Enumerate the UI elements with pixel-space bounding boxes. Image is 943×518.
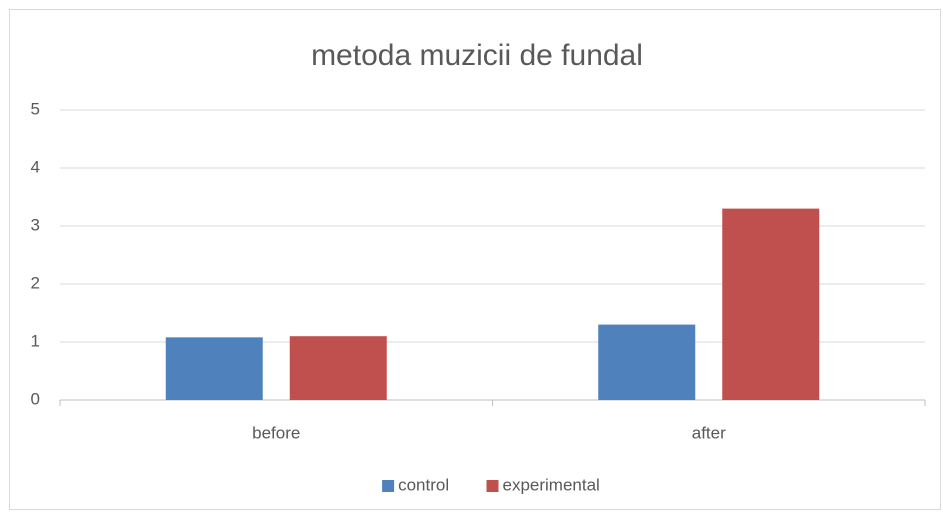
chart-title: metoda muzicii de fundal — [311, 39, 643, 72]
y-tick-label: 4 — [31, 157, 40, 176]
legend-label: control — [398, 475, 449, 494]
legend-swatch — [486, 480, 499, 492]
y-tick-label: 5 — [31, 99, 40, 118]
legend-swatch — [382, 480, 395, 492]
bar — [722, 208, 820, 400]
y-tick-label: 0 — [31, 389, 40, 408]
y-tick-label: 3 — [31, 215, 40, 234]
x-tick-label: before — [252, 423, 300, 442]
bar — [289, 336, 387, 400]
y-tick-label: 1 — [31, 331, 40, 350]
bar — [598, 324, 696, 400]
legend-label: experimental — [503, 475, 600, 494]
bar — [165, 337, 263, 400]
y-tick-label: 2 — [31, 273, 40, 292]
x-tick-label: after — [692, 423, 726, 442]
